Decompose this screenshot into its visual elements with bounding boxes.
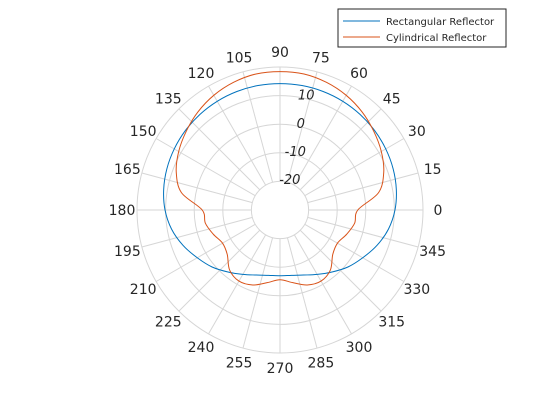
- grid-spoke-195: [141, 216, 253, 248]
- series-layer: [163, 71, 397, 286]
- theta-tick-label-180: 180: [109, 203, 136, 219]
- theta-tick-label-345: 345: [419, 244, 446, 260]
- grid-spoke-105: [242, 71, 274, 183]
- theta-tick-label-15: 15: [424, 162, 442, 178]
- grid-spoke-240: [208, 234, 267, 335]
- theta-tick-label-60: 60: [350, 66, 368, 82]
- grid-spoke-300: [293, 234, 352, 335]
- series-line-rectangular-reflector: [163, 83, 397, 277]
- grid-spoke-60: [293, 85, 352, 186]
- theta-tick-label-240: 240: [188, 340, 215, 356]
- theta-tick-label-45: 45: [383, 91, 401, 107]
- grid-spoke-285: [286, 237, 318, 349]
- axis-labels: 0 15 30 45 60 75 90 105 120 135 150 165 180 195 210 225…: [109, 45, 446, 377]
- grid-spoke-15: [307, 172, 419, 204]
- theta-tick-label-270: 270: [267, 361, 294, 377]
- grid-spoke-150: [155, 138, 256, 197]
- grid-spoke-120: [208, 85, 267, 186]
- theta-tick-label-135: 135: [155, 91, 182, 107]
- r-tick-label-minus-20: -20: [279, 173, 300, 188]
- theta-tick-label-315: 315: [378, 315, 405, 331]
- theta-tick-label-90: 90: [271, 45, 289, 61]
- theta-tick-label-30: 30: [408, 124, 426, 140]
- series-line-cylindrical-reflector: [175, 71, 385, 286]
- grid-spoke-75: [286, 71, 318, 183]
- grid-circle--20: [250, 180, 310, 240]
- grid-spoke-165: [141, 172, 253, 204]
- theta-tick-label-210: 210: [130, 282, 157, 298]
- theta-tick-label-255: 255: [226, 356, 253, 372]
- grid-spoke-255: [242, 237, 274, 349]
- theta-tick-label-285: 285: [308, 356, 335, 372]
- grid-spoke-30: [304, 138, 405, 197]
- theta-tick-label-120: 120: [188, 66, 215, 82]
- theta-tick-label-75: 75: [312, 50, 330, 66]
- legend-label-rectangular-reflector: Rectangular Reflector: [386, 17, 495, 28]
- legend-box: [337, 8, 507, 48]
- r-tick-label-minus-10: -10: [285, 145, 306, 160]
- theta-tick-label-165: 165: [114, 162, 141, 178]
- grid-spoke-345: [307, 216, 419, 248]
- grid-spoke-45: [299, 108, 382, 191]
- theta-tick-label-225: 225: [155, 315, 182, 331]
- grid-spoke-135: [178, 108, 261, 191]
- polar-grid: [136, 66, 424, 354]
- theta-tick-label-300: 300: [346, 340, 373, 356]
- theta-tick-label-0: 0: [434, 203, 443, 219]
- theta-tick-label-150: 150: [130, 124, 157, 140]
- theta-tick-label-195: 195: [114, 244, 141, 260]
- theta-tick-label-105: 105: [226, 50, 253, 66]
- legend-label-cylindrical-reflector: Cylindrical Reflector: [386, 33, 487, 44]
- theta-tick-label-330: 330: [403, 282, 430, 298]
- legend: Rectangular Reflector Cylindrical Reflec…: [337, 8, 507, 48]
- r-tick-label-10: 10: [298, 89, 315, 104]
- grid-spoke-315: [299, 229, 382, 312]
- grid-spoke-210: [155, 223, 256, 282]
- r-tick-label-0: 0: [297, 117, 305, 132]
- grid-spoke-225: [178, 229, 261, 312]
- grid-spoke-330: [304, 223, 405, 282]
